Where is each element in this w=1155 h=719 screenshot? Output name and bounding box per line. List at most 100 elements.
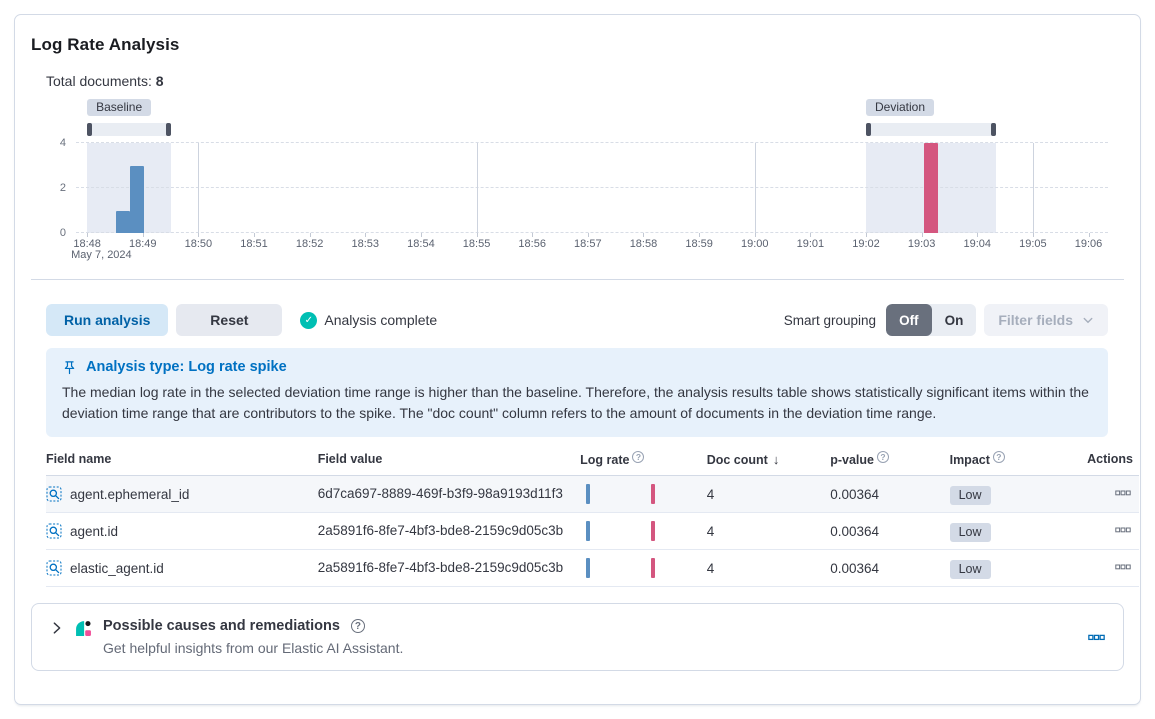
field-name: elastic_agent.id bbox=[70, 560, 164, 576]
analysis-type-callout: Analysis type: Log rate spike The median… bbox=[46, 348, 1108, 437]
info-icon[interactable]: ? bbox=[632, 451, 645, 463]
total-documents-value: 8 bbox=[155, 73, 164, 89]
col-doc-count[interactable]: Doc count ↓ bbox=[706, 449, 831, 476]
x-axis-label: 18:50 bbox=[184, 238, 213, 250]
page-title: Log Rate Analysis bbox=[31, 35, 180, 54]
y-axis-label: 4 bbox=[59, 137, 66, 149]
field-value: 2a5891f6-8fe7-4bf3-bde8-2159c9d05c3b bbox=[317, 549, 581, 587]
table-row[interactable]: agent.id 2a5891f6-8fe7-4bf3-bde8-2159c9d… bbox=[46, 512, 1139, 550]
possible-causes-panel: Possible causes and remediations ? Get h… bbox=[31, 603, 1124, 671]
x-tick-mark bbox=[921, 233, 923, 237]
x-gridline bbox=[476, 143, 478, 233]
x-axis-label: 18:52 bbox=[295, 238, 324, 250]
sort-desc-icon: ↓ bbox=[772, 451, 780, 467]
doc-count-value: 4 bbox=[706, 512, 831, 550]
chart-brush-row bbox=[76, 123, 1108, 136]
x-axis-label: 18:59 bbox=[685, 238, 713, 250]
row-actions-icon[interactable] bbox=[1115, 485, 1131, 501]
results-table: Field name Field value Log rate? Doc cou… bbox=[46, 449, 1139, 587]
mini-deviation-bar bbox=[651, 484, 656, 504]
row-actions-icon[interactable] bbox=[1115, 559, 1131, 575]
p-value: 0.00364 bbox=[830, 475, 950, 513]
y-gridline bbox=[76, 232, 1108, 233]
x-tick-mark bbox=[810, 233, 812, 237]
x-tick-mark bbox=[198, 233, 200, 237]
chevron-down-icon bbox=[1083, 317, 1093, 324]
x-axis-date-label: May 7, 2024 bbox=[71, 249, 132, 261]
x-axis-label: 18:56 bbox=[518, 238, 546, 250]
x-tick-mark bbox=[587, 233, 589, 237]
impact-badge: Low bbox=[949, 559, 991, 579]
x-tick-mark bbox=[309, 233, 311, 237]
field-value: 2a5891f6-8fe7-4bf3-bde8-2159c9d05c3b bbox=[317, 512, 581, 550]
log-rate-mini-chart bbox=[580, 483, 660, 505]
info-icon[interactable]: ? bbox=[992, 451, 1005, 463]
x-axis-label: 19:06 bbox=[1074, 238, 1103, 250]
field-name: agent.id bbox=[70, 523, 119, 539]
filter-fields-label: Filter fields bbox=[998, 312, 1073, 328]
smart-grouping-on[interactable]: On bbox=[944, 312, 964, 328]
field-value: 6d7ca697-8889-469f-b3f9-98a9193d11f3 bbox=[317, 475, 581, 513]
baseline-brush[interactable] bbox=[87, 123, 172, 136]
table-row[interactable]: agent.ephemeral_id 6d7ca697-8889-469f-b3… bbox=[46, 475, 1139, 513]
y-gridline bbox=[76, 142, 1108, 143]
x-axis-label: 19:00 bbox=[740, 238, 769, 250]
total-documents-label: Total documents: bbox=[46, 73, 152, 89]
x-gridline bbox=[754, 143, 756, 233]
x-tick-mark bbox=[420, 233, 422, 237]
x-tick-mark bbox=[977, 233, 979, 237]
col-impact[interactable]: Impact? bbox=[949, 449, 1069, 476]
x-tick-mark bbox=[1032, 233, 1034, 237]
chevron-right-icon[interactable] bbox=[50, 621, 64, 635]
x-axis-label: 19:01 bbox=[796, 238, 825, 250]
x-tick-mark bbox=[365, 233, 367, 237]
x-tick-mark bbox=[142, 233, 144, 237]
field-stats-icon[interactable] bbox=[46, 560, 62, 576]
info-icon[interactable]: ? bbox=[876, 451, 889, 463]
x-axis-label: 18:51 bbox=[240, 238, 268, 250]
total-documents: Total documents: 8 bbox=[46, 73, 1108, 89]
table-row[interactable]: elastic_agent.id 2a5891f6-8fe7-4bf3-bde8… bbox=[46, 549, 1139, 587]
mini-baseline-bar bbox=[586, 484, 591, 504]
mini-baseline-bar bbox=[586, 521, 591, 541]
x-tick-mark bbox=[699, 233, 701, 237]
x-axis-label: 18:55 bbox=[462, 238, 491, 250]
x-axis-label: 19:02 bbox=[852, 238, 880, 250]
x-axis-label: 18:49 bbox=[128, 238, 157, 250]
smart-grouping-off[interactable]: Off bbox=[886, 304, 932, 336]
x-tick-mark bbox=[1088, 233, 1090, 237]
deviation-brush[interactable] bbox=[865, 123, 996, 136]
reset-button[interactable]: Reset bbox=[176, 304, 283, 336]
doc-count-value: 4 bbox=[706, 475, 831, 513]
p-value: 0.00364 bbox=[830, 512, 950, 550]
x-axis-label: 18:57 bbox=[574, 238, 602, 250]
run-analysis-button[interactable]: Run analysis bbox=[46, 304, 169, 336]
field-stats-icon[interactable] bbox=[46, 486, 62, 502]
x-axis-label: 19:04 bbox=[963, 238, 992, 250]
smart-grouping-label: Smart grouping bbox=[783, 312, 877, 328]
col-log-rate[interactable]: Log rate? bbox=[580, 449, 707, 476]
col-p-value[interactable]: p-value? bbox=[830, 449, 950, 476]
field-stats-icon[interactable] bbox=[46, 523, 62, 539]
col-actions: Actions bbox=[1068, 449, 1139, 476]
mini-deviation-bar bbox=[651, 558, 656, 578]
x-gridline bbox=[198, 143, 200, 233]
log-rate-mini-chart bbox=[580, 520, 660, 542]
panel-actions-icon[interactable] bbox=[1088, 629, 1105, 646]
x-tick-mark bbox=[754, 233, 756, 237]
row-actions-icon[interactable] bbox=[1115, 522, 1131, 538]
mini-baseline-bar bbox=[586, 558, 591, 578]
col-field-value: Field value bbox=[317, 449, 581, 476]
chart-x-axis: 18:48 18:49 18:50 18:51 18:52 18:53 18:54 18:55… bbox=[71, 233, 1108, 261]
impact-badge: Low bbox=[949, 522, 991, 542]
chart-plot: 0 2 4 bbox=[60, 137, 1108, 239]
x-gridline bbox=[1032, 143, 1034, 233]
help-icon[interactable]: ? bbox=[350, 619, 365, 633]
x-axis-label: 19:05 bbox=[1019, 238, 1047, 250]
deviation-badge: Deviation bbox=[865, 99, 935, 116]
x-axis-label: 18:53 bbox=[351, 238, 380, 250]
x-tick-mark bbox=[865, 233, 867, 237]
filter-fields-button[interactable]: Filter fields bbox=[984, 304, 1108, 336]
x-tick-mark bbox=[87, 233, 89, 237]
callout-title: Analysis type: Log rate spike bbox=[86, 359, 287, 375]
